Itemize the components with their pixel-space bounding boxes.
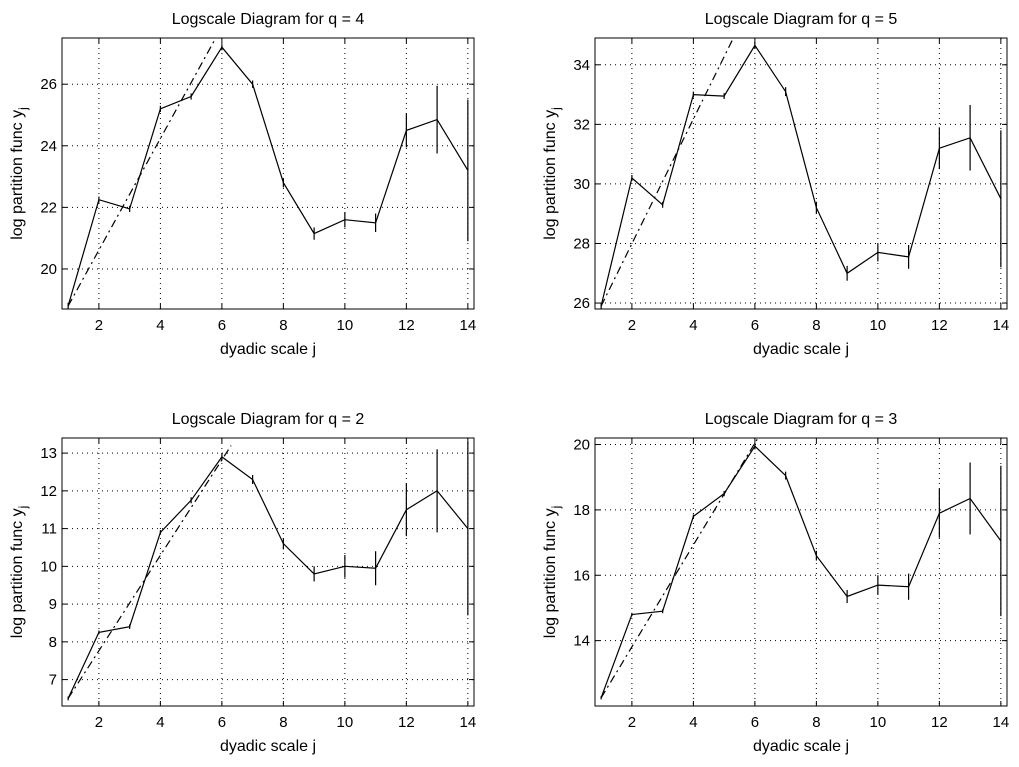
- series-line: [600, 44, 1002, 307]
- x-tick-label: 12: [398, 317, 415, 334]
- chart-panel-2: 2 4 6 8 10 12 14 26 28 30 32 34 Logscale Diagram for…: [542, 11, 1009, 358]
- plot-area: [67, 38, 469, 309]
- y-axis-label: log partition func yj: [542, 506, 563, 639]
- x-tick-label: 6: [751, 317, 759, 334]
- y-tick-label: 28: [573, 235, 590, 252]
- y-axis-label-subscript: j: [549, 506, 563, 510]
- y-tick-label: 24: [40, 138, 57, 155]
- x-tick-label: 12: [931, 714, 948, 731]
- y-tick-label: 8: [49, 634, 57, 651]
- x-tick-label: 10: [870, 714, 887, 731]
- y-axis-label: log partition func yj: [542, 107, 563, 240]
- chart-title: Logscale Diagram for q = 4: [172, 11, 365, 28]
- x-tick-label: 2: [95, 317, 103, 334]
- y-tick-label: 11: [41, 521, 57, 538]
- y-tick-label: 20: [573, 437, 590, 454]
- y-tick-label: 9: [49, 596, 57, 613]
- x-tick-label: 2: [628, 714, 636, 731]
- y-axis-label: log partition func yj: [9, 107, 30, 240]
- y-tick-label: 22: [40, 199, 57, 216]
- x-tick-label: 4: [156, 714, 164, 731]
- y-axis-label-main: log partition func y: [542, 110, 559, 240]
- x-tick-label: 10: [337, 714, 354, 731]
- x-tick-label: 6: [218, 714, 226, 731]
- fit-line: [600, 38, 734, 307]
- y-axis-label-main: log partition func y: [542, 508, 559, 638]
- chart-panel-3: 2 4 6 8 10 12 14 7 8 9 10 11 12 13 Logscale Diagram fo…: [9, 411, 476, 755]
- x-tick-label: 12: [931, 317, 948, 334]
- x-tick-label: 8: [279, 714, 287, 731]
- plot-frame: [61, 37, 475, 310]
- y-tick-label: 7: [49, 672, 57, 689]
- y-axis-label-main: log partition func y: [9, 110, 26, 240]
- y-tick-label: 12: [40, 483, 57, 500]
- chart-title: Logscale Diagram for q = 3: [705, 411, 898, 428]
- y-axis-label-subscript: j: [16, 506, 30, 510]
- x-tick-label: 6: [751, 714, 759, 731]
- y-tick-label: 26: [573, 295, 590, 312]
- x-tick-label: 4: [689, 714, 697, 731]
- x-axis-label: dyadic scale j: [220, 341, 316, 358]
- y-tick-label: 34: [573, 57, 590, 74]
- series-line: [67, 456, 469, 699]
- y-axis-label: log partition func yj: [9, 506, 30, 639]
- x-tick-label: 8: [279, 317, 287, 334]
- x-tick-label: 6: [218, 317, 226, 334]
- plot-area: [600, 38, 1002, 309]
- plot-area: [67, 441, 469, 701]
- fit-line: [67, 38, 217, 307]
- y-tick-label: 26: [40, 76, 57, 93]
- x-tick-label: 14: [993, 317, 1010, 334]
- x-tick-label: 10: [337, 317, 354, 334]
- y-tick-label: 32: [573, 116, 590, 133]
- x-tick-label: 4: [156, 317, 164, 334]
- y-tick-label: 18: [573, 502, 590, 519]
- series-line: [67, 46, 469, 307]
- x-axis-label: dyadic scale j: [753, 341, 849, 358]
- y-axis-label-subscript: j: [549, 107, 563, 111]
- y-tick-label: 16: [573, 567, 590, 584]
- x-tick-label: 10: [870, 317, 887, 334]
- x-tick-label: 14: [460, 714, 477, 731]
- y-axis-label-main: log partition func y: [9, 508, 26, 638]
- x-tick-label: 14: [460, 317, 477, 334]
- x-tick-label: 2: [95, 714, 103, 731]
- plot-frame: [594, 437, 1008, 707]
- y-tick-label: 30: [573, 176, 590, 193]
- x-axis-label: dyadic scale j: [220, 738, 316, 755]
- x-tick-label: 4: [689, 317, 697, 334]
- y-axis-label-subscript: j: [16, 107, 30, 111]
- x-tick-label: 14: [993, 714, 1010, 731]
- chart-panel-4: 2 4 6 8 10 12 14 14 16 18 20 Logscale Diagram for q…: [542, 411, 1009, 755]
- plot-area: [600, 438, 1002, 700]
- chart-title: Logscale Diagram for q = 5: [705, 11, 898, 28]
- fit-line: [67, 445, 232, 699]
- series-line: [600, 445, 1002, 699]
- plot-frame: [61, 437, 475, 707]
- y-tick-label: 13: [40, 445, 57, 462]
- x-tick-label: 12: [398, 714, 415, 731]
- x-tick-label: 2: [628, 317, 636, 334]
- chart-title: Logscale Diagram for q = 2: [172, 411, 365, 428]
- y-tick-label: 14: [573, 633, 590, 650]
- y-tick-label: 10: [40, 558, 57, 575]
- y-tick-label: 20: [40, 261, 57, 278]
- x-tick-label: 8: [812, 714, 820, 731]
- x-axis-label: dyadic scale j: [753, 738, 849, 755]
- plot-frame: [594, 37, 1008, 310]
- x-tick-label: 8: [812, 317, 820, 334]
